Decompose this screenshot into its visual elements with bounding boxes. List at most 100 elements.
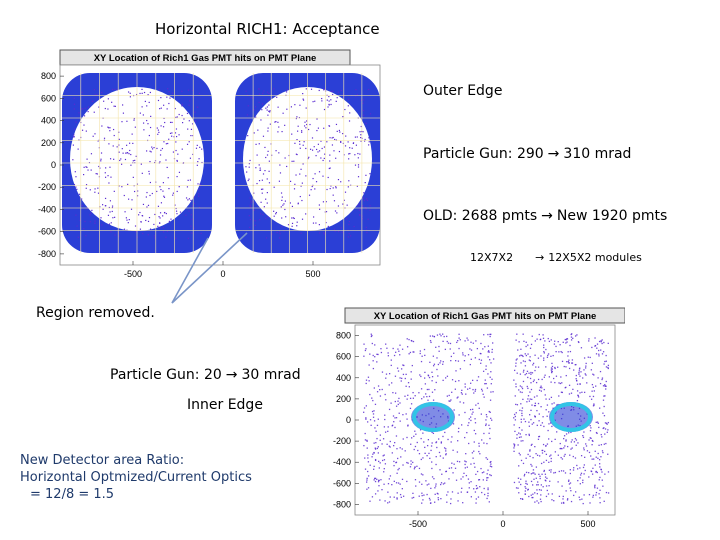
hit [412,340,415,343]
hit [448,400,450,402]
hit [329,160,331,162]
hit [402,364,404,366]
hit [248,166,250,168]
hit [362,205,364,207]
hit [404,395,406,397]
hit [114,216,116,218]
hit [437,497,439,499]
y-tick-label: -400 [38,204,56,214]
hit [432,355,435,357]
hit [124,211,126,213]
hit [531,372,534,374]
hit [348,223,350,226]
hit [561,448,563,450]
hit [540,489,542,491]
hit [374,477,376,480]
hit [603,363,605,365]
hit [562,495,564,498]
hit [363,140,366,142]
hit [373,465,375,468]
hit [557,454,559,456]
hit [398,397,400,400]
hit [191,218,193,220]
hit [464,355,466,357]
hit [551,368,553,370]
hit [578,373,580,375]
hit [426,493,428,496]
hit [453,409,455,411]
hit [268,170,270,172]
hit [487,351,489,353]
hit [600,340,602,342]
hit [113,105,115,107]
hit [436,446,438,449]
hit [551,440,553,443]
hit [83,115,86,117]
hit [351,147,353,149]
hit [570,448,572,450]
hit [524,360,526,363]
hit [532,362,535,365]
hit [576,383,579,385]
hit [72,159,74,161]
hit [597,452,599,455]
hit [526,370,529,372]
hit [376,361,378,363]
hit [314,100,316,102]
hit [589,356,591,359]
hit [515,383,517,385]
hit [389,440,391,443]
hit [582,481,584,484]
hit [430,341,432,344]
hit [250,206,252,208]
hit [578,496,580,498]
hit [267,127,269,129]
hit [246,171,248,173]
hit [474,357,477,359]
hit [450,498,452,500]
hit [118,151,120,153]
hit [463,472,465,474]
hit [399,377,401,379]
hit [539,498,542,500]
hit [355,89,357,91]
hit [550,355,552,357]
hit [198,195,200,197]
hit [329,154,331,156]
hit [475,404,477,406]
hit [594,487,596,489]
hit [374,477,377,480]
hit [564,445,566,447]
hit [337,178,340,181]
hit [578,341,580,344]
hit [73,136,75,138]
hit [393,460,395,463]
hit [469,408,472,411]
hit [525,482,527,485]
hit [156,147,158,150]
gun-inner-to: 30 mrad [241,367,301,383]
hit [448,394,450,397]
hit [336,97,338,99]
hit [76,188,78,190]
hit [542,416,544,418]
bottom-plot-title-bar [344,307,625,324]
hit [484,346,486,348]
hit [278,152,280,154]
hit [340,181,342,183]
hit [605,422,608,424]
hit [418,392,420,394]
hit [489,333,491,336]
hit [567,498,569,500]
hit [147,123,149,125]
hit [541,449,543,452]
hit [513,481,516,484]
hit [369,353,371,355]
hit [552,354,554,357]
hit [522,398,524,401]
hit [280,206,282,208]
hit [146,150,148,152]
hit [371,496,374,498]
hit [473,441,475,443]
hit [323,127,325,129]
